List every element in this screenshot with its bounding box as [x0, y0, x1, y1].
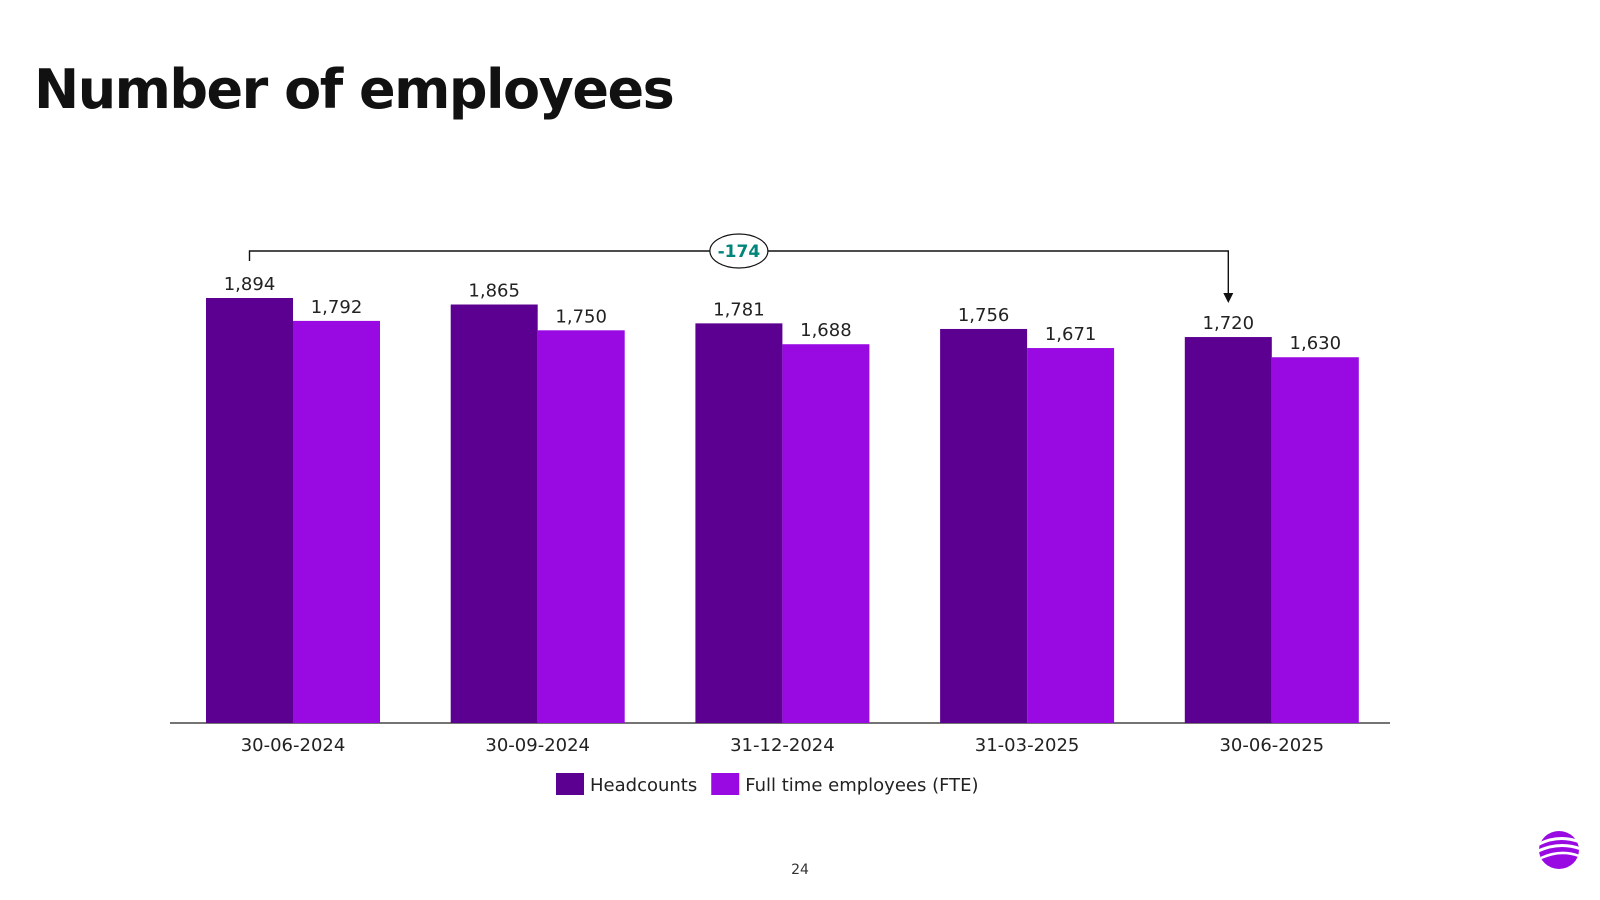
data-label: 1,756: [958, 305, 1010, 326]
bar-headcounts: [695, 323, 783, 723]
x-tick-label: 30-06-2024: [241, 735, 346, 756]
data-label: 1,792: [311, 297, 363, 318]
page-number: 24: [791, 862, 809, 878]
data-label: 1,750: [555, 306, 607, 327]
bar-headcounts: [206, 298, 293, 723]
bar-headcounts: [450, 304, 538, 723]
legend-label: Headcounts: [590, 775, 697, 796]
bar-fte: [293, 320, 380, 723]
data-label: 1,688: [800, 320, 852, 341]
x-tick-label: 31-03-2025: [975, 735, 1080, 756]
legend-swatch: [556, 773, 584, 795]
x-tick-label: 30-06-2025: [1219, 735, 1324, 756]
arrow-head-icon: [1223, 293, 1234, 304]
data-label: 1,894: [224, 274, 276, 295]
bar-fte: [1027, 348, 1115, 723]
data-label: 1,781: [713, 299, 765, 320]
data-label: 1,671: [1045, 324, 1097, 345]
legend-label: Full time employees (FTE): [745, 775, 978, 796]
telia-logo-icon: [1537, 831, 1582, 869]
data-label: 1,630: [1290, 333, 1342, 354]
x-tick-label: 31-12-2024: [730, 735, 835, 756]
legend-swatch: [711, 773, 740, 795]
data-label: 1,720: [1203, 313, 1255, 334]
bar-fte: [537, 330, 625, 723]
bar-headcounts: [940, 328, 1028, 723]
page-title: Number of employees: [34, 58, 675, 121]
data-label: 1,865: [468, 281, 520, 302]
bar-fte: [782, 344, 870, 723]
bar-headcounts: [1184, 337, 1272, 723]
change-badge: [709, 233, 769, 269]
x-tick-label: 30-09-2024: [485, 735, 590, 756]
bar-fte: [1271, 357, 1359, 723]
change-value: -174: [718, 242, 761, 262]
